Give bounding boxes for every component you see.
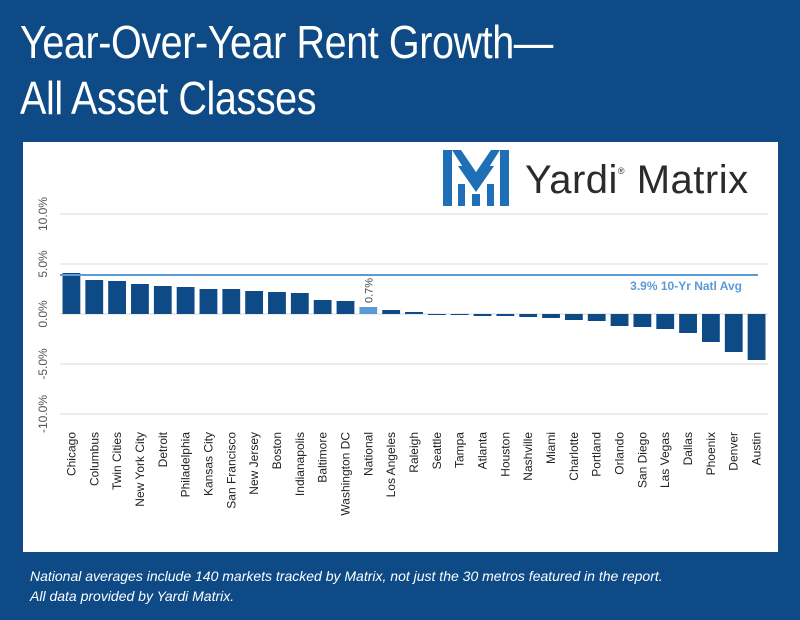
bar <box>268 292 286 314</box>
y-tick-label: 10.0% <box>36 197 50 231</box>
y-tick-label: -10.0% <box>36 395 50 433</box>
x-tick-label: Philadelphia <box>179 432 193 498</box>
y-tick-label: -5.0% <box>36 348 50 380</box>
x-tick-label: Austin <box>750 432 764 465</box>
x-tick-label: Charlotte <box>567 432 581 481</box>
x-tick-label: Orlando <box>613 432 627 475</box>
x-tick-label: Atlanta <box>476 432 490 470</box>
yardi-matrix-m-icon <box>443 150 509 206</box>
x-tick-label: Raleigh <box>407 432 421 473</box>
bar <box>176 287 195 314</box>
bar <box>542 314 560 318</box>
bar <box>587 314 606 321</box>
x-tick-label: Portland <box>590 432 604 477</box>
x-tick-label: New Jersey <box>247 432 261 495</box>
bar <box>199 289 218 314</box>
x-tick-label: Miami <box>544 432 558 464</box>
x-tick-label: Baltimore <box>316 432 330 483</box>
y-tick-label: 5.0% <box>36 250 50 278</box>
bar <box>747 314 766 360</box>
x-tick-label: Chicago <box>64 432 78 476</box>
x-tick-label: Washington DC <box>338 432 352 516</box>
bar <box>405 312 423 314</box>
bar <box>633 314 652 327</box>
data-label: 0.7% <box>363 278 375 303</box>
x-tick-label: National <box>361 432 375 476</box>
bar <box>679 314 697 333</box>
x-tick-label: Columbus <box>87 432 101 486</box>
bar <box>382 310 401 314</box>
x-tick-label: New York City <box>133 432 147 507</box>
logo-wordmark: Yardi® Matrix <box>525 158 749 203</box>
x-tick-label: San Francisco <box>224 432 238 509</box>
reference-line-label: 3.9% 10-Yr Natl Avg <box>630 279 742 293</box>
chart-panel: 10.0% 5.0% 0.0% -5.0% -10.0% Chicago Columbus T… <box>23 142 778 552</box>
bar <box>427 314 446 315</box>
page-title: Year-Over-Year Rent Growth— All Asset Cl… <box>20 14 674 126</box>
bar <box>656 314 675 329</box>
bar <box>108 281 127 314</box>
bar <box>131 284 149 314</box>
bar <box>701 314 720 342</box>
x-tick-label: Nashville <box>521 432 535 481</box>
x-tick-label: Detroit <box>156 431 170 467</box>
bar <box>62 273 81 314</box>
bar <box>564 314 583 320</box>
logo-brand: Yardi <box>525 158 618 202</box>
bar <box>222 289 241 314</box>
bar <box>724 314 743 352</box>
x-tick-label: Tampa <box>453 432 467 468</box>
bar <box>359 307 378 314</box>
bar <box>473 314 492 316</box>
x-tick-label: Indianapolis <box>293 432 307 496</box>
x-tick-label: Las Vegas <box>658 432 672 488</box>
bar <box>496 314 515 316</box>
logo-product: Matrix <box>636 158 749 202</box>
bar <box>290 293 309 314</box>
x-tick-label: Houston <box>498 432 512 477</box>
bar-chart: 10.0% 5.0% 0.0% -5.0% -10.0% Chicago Columbus T… <box>36 197 768 516</box>
bar <box>519 314 538 317</box>
x-tick-label: Twin Cities <box>110 432 124 490</box>
x-tick-label: Seattle <box>430 432 444 470</box>
title-line-1: Year-Over-Year Rent Growth— <box>20 16 553 68</box>
bar <box>610 314 629 326</box>
bar <box>313 300 332 314</box>
x-tick-label: Kansas City <box>201 432 215 496</box>
logo-registered-mark: ® <box>617 166 626 176</box>
bar <box>245 291 264 314</box>
bar <box>336 301 355 314</box>
yardi-matrix-logo: Yardi® Matrix <box>441 148 776 210</box>
footnote-line-1: National averages include 140 markets tr… <box>30 568 663 584</box>
x-tick-label: Dallas <box>681 432 695 465</box>
x-tick-label: Boston <box>270 432 284 469</box>
footnote: National averages include 140 markets tr… <box>30 566 663 606</box>
footnote-line-2: All data provided by Yardi Matrix. <box>30 588 235 604</box>
x-tick-label: Phoenix <box>704 432 718 475</box>
x-tick-label: Denver <box>727 432 741 471</box>
bar <box>85 280 104 314</box>
x-tick-label: Los Angeles <box>384 432 398 497</box>
y-tick-label: 0.0% <box>36 300 50 328</box>
bar <box>450 314 469 315</box>
bar <box>153 286 172 314</box>
title-line-2: All Asset Classes <box>20 72 317 124</box>
x-tick-label: San Diego <box>635 432 649 488</box>
